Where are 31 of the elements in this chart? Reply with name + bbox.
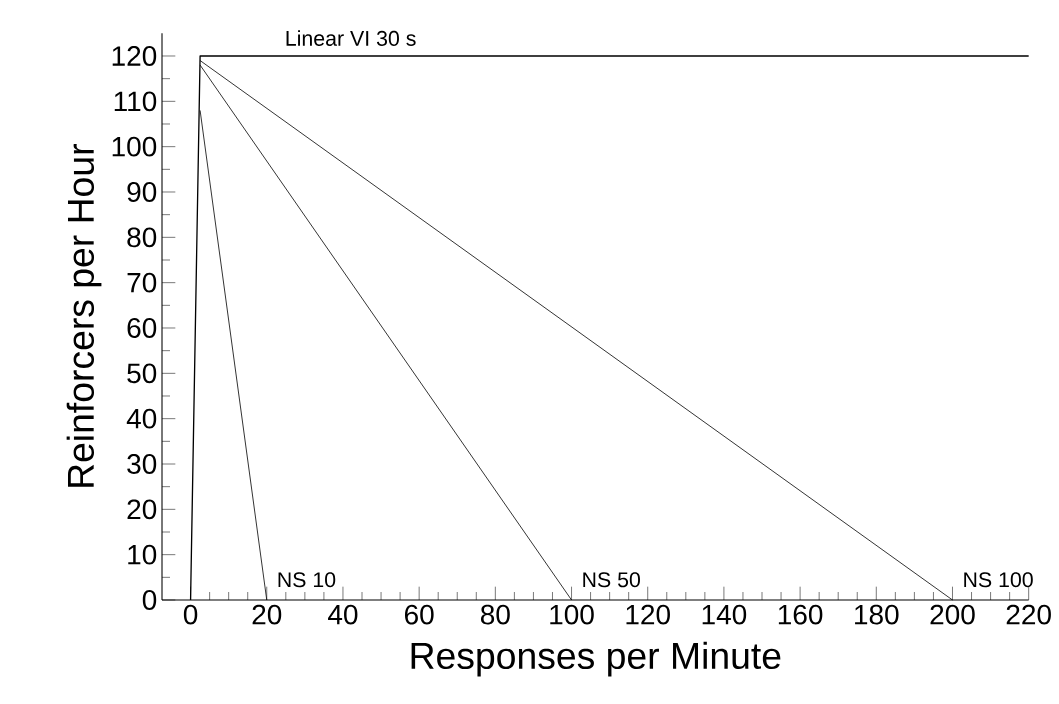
y-tick-label: 90 [127, 182, 157, 202]
y-tick-label: 70 [127, 272, 157, 293]
y-tick-label: 110 [114, 91, 157, 112]
y-tick-label: 0 [142, 590, 157, 610]
x-axis-title: Responses per Minute [411, 641, 781, 677]
x-tick-label: 40 [328, 604, 358, 625]
x-tick-label: 20 [252, 604, 282, 625]
y-tick-label: 50 [127, 363, 157, 384]
y-tick-label: 100 [112, 136, 157, 157]
y-axis-title: Reinforcers per Hour [66, 144, 102, 487]
x-tick-label: 160 [778, 604, 823, 625]
y-tick-label: 20 [127, 499, 157, 520]
x-tick-label: 100 [550, 604, 594, 625]
x-tick-label: 80 [480, 604, 510, 625]
y-tick-label: 40 [126, 408, 157, 429]
y-tick-label: 120 [112, 46, 157, 66]
x-tick-label: 120 [626, 604, 670, 625]
x-tick-label: 220 [1006, 604, 1051, 625]
series-label: Linear VI 30 s [286, 30, 416, 46]
y-tick-label: 10 [128, 544, 157, 565]
y-tick-label: 30 [127, 454, 157, 474]
series-label: NS 50 [583, 572, 640, 588]
y-tick-label: 60 [127, 318, 157, 338]
x-tick-label: 0 [183, 604, 198, 625]
x-tick-label: 140 [702, 604, 747, 625]
series-label: NS 10 [278, 572, 336, 588]
x-tick-label: 180 [855, 604, 899, 625]
y-tick-label: 80 [127, 227, 157, 248]
series-label: NS 100 [964, 572, 1033, 588]
x-tick-label: 60 [405, 604, 434, 625]
x-tick-label: 200 [930, 604, 975, 625]
